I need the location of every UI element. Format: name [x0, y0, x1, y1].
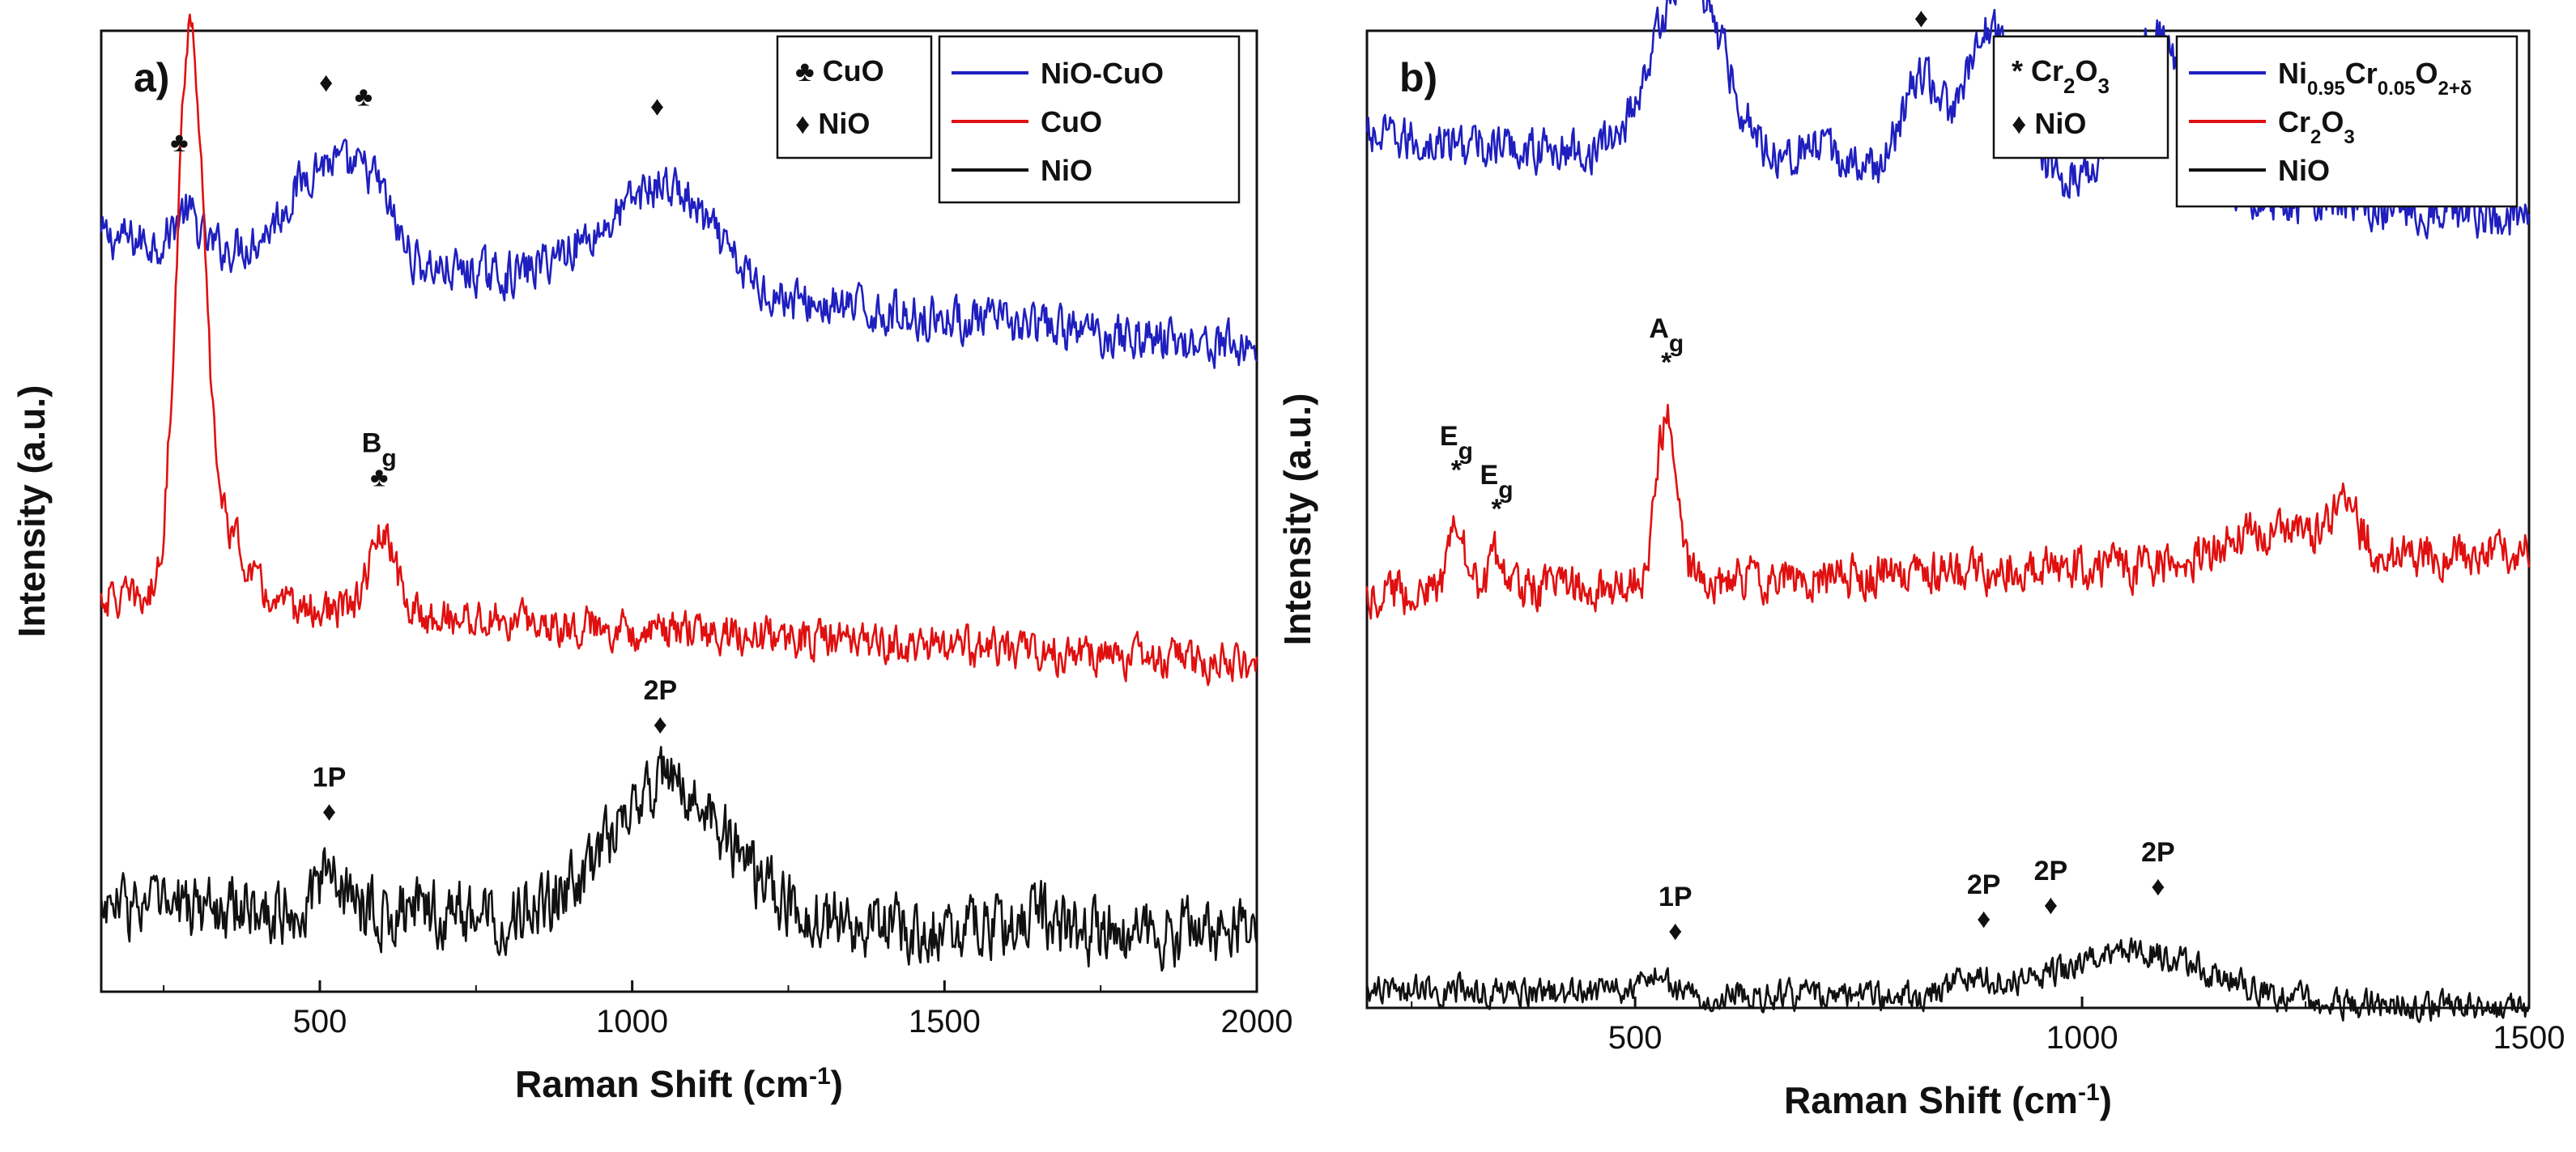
peak-marker: ♦: [654, 709, 667, 740]
peak-marker: ♦: [1977, 903, 1991, 934]
plot-frame: [100, 29, 1258, 993]
legend-label: Ni0.95Cr0.05O2+δ: [2278, 57, 2472, 100]
symbol-legend-entry: * Cr2O3: [2012, 54, 2110, 98]
peak-label: Bg: [362, 427, 397, 471]
legend-label: CuO: [1041, 105, 1102, 138]
peak-marker: ♣: [370, 461, 388, 492]
peak-marker: ♦: [1668, 916, 1682, 946]
peak-marker: ♣: [355, 81, 373, 112]
line-legend-box: [938, 35, 1241, 204]
y-axis-title: Intensity (a.u.): [11, 385, 53, 638]
x-tick-label: 1500: [2493, 1020, 2565, 1056]
symbol-legend-entry: ♦ NiO: [795, 107, 870, 140]
peak-label: Ag: [1649, 313, 1684, 357]
panel-a: 500 1000 1500 2000 Raman Shift (cm-1) Intensi…: [11, 13, 1293, 1106]
plot-frame: [1365, 29, 2531, 1010]
peak-marker: *: [1661, 347, 1672, 378]
x-tick-label: 1000: [2046, 1020, 2118, 1056]
legend-label: NiO-CuO: [1041, 57, 1164, 90]
peak-marker: *: [1491, 494, 1502, 525]
peak-label: Eg: [1480, 460, 1514, 504]
y-axis-title: Intensity (a.u.): [1276, 393, 1318, 646]
x-axis-title: Raman Shift (cm-1): [515, 1063, 843, 1106]
peak-marker: ♦: [319, 67, 333, 98]
symbol-legend-box: [1992, 35, 2169, 159]
x-tick-label: 500: [1608, 1020, 1663, 1056]
peak-label: 1P: [313, 762, 347, 793]
peak-label: 2P: [1967, 869, 2001, 900]
legend-label: Cr2O3: [2278, 105, 2355, 148]
x-tick-label: 1000: [596, 1004, 668, 1039]
x-tick-label: 2000: [1221, 1004, 1293, 1039]
legend-label: NiO: [1041, 154, 1092, 187]
panel-label: a): [134, 55, 169, 100]
peak-marker: ♦: [1914, 3, 1928, 34]
peak-marker: ♦: [322, 796, 336, 827]
x-axis-title: Raman Shift (cm-1): [1784, 1079, 2112, 1122]
symbol-legend-entry: ♦ NiO: [2012, 107, 2086, 140]
series-line-1: [1365, 403, 2531, 620]
peak-marker: ♦: [2044, 890, 2058, 920]
peak-marker: ♣: [170, 127, 188, 158]
peak-marker: *: [1451, 455, 1463, 486]
series-line-1: [100, 13, 1258, 687]
peak-label: 2P: [644, 675, 678, 706]
symbol-legend-entry: ♣ CuO: [795, 54, 884, 87]
series-line-2: [1365, 937, 2531, 1023]
panel-label: b): [1399, 55, 1437, 100]
peak-label: Eg: [1440, 421, 1473, 465]
x-tick-label: 1500: [909, 1004, 981, 1039]
peak-label: 2P: [2034, 856, 2068, 886]
peak-label: 2P: [2141, 837, 2175, 868]
peak-marker: ♦: [650, 91, 664, 121]
peak-label: 1P: [1658, 882, 1692, 912]
x-tick-label: 500: [293, 1004, 347, 1039]
series-line-0: [100, 138, 1258, 369]
series-line-2: [100, 746, 1258, 972]
peak-marker: ♦: [2151, 871, 2165, 902]
legend-label: NiO: [2278, 154, 2330, 187]
symbol-legend-box: [776, 35, 933, 159]
panel-b: 500 1000 1500 Raman Shift (cm-1) Intensity (…: [1276, 0, 2565, 1121]
